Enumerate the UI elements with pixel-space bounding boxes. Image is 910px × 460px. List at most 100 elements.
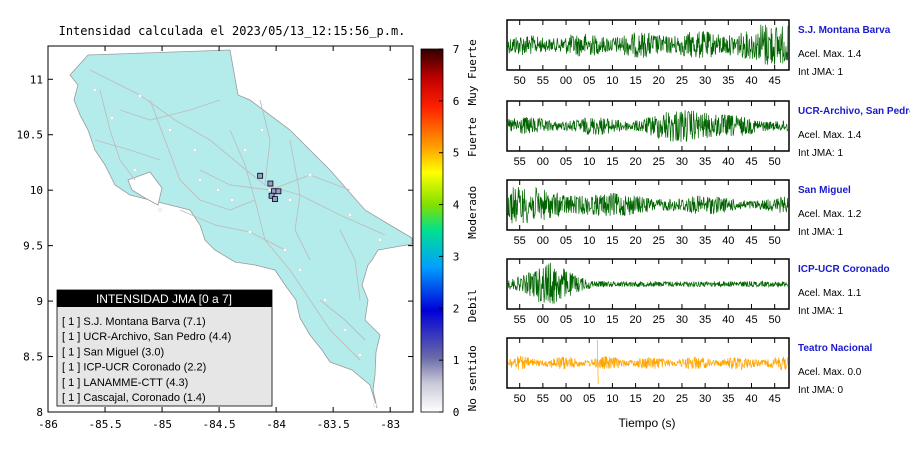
- colorbar-category-label: Muy Fuerte: [466, 39, 479, 105]
- waveform-tick-label: 55: [514, 314, 526, 326]
- waveform-tick-label: 05: [560, 314, 572, 326]
- legend-items: [ 1 ] S.J. Montana Barva (7.1) [ 1 ] UCR-…: [62, 316, 231, 404]
- waveform-tick-label: 45: [769, 393, 781, 405]
- waveform-tick-label: 00: [537, 314, 549, 326]
- waveform-tick-label: 20: [629, 156, 641, 168]
- colorbar-category-label: Fuerte: [466, 117, 479, 157]
- map-y-tick-label: 8: [36, 406, 43, 419]
- max-acceleration: Acel. Max. 1.4: [798, 130, 862, 141]
- road-network: [89, 69, 386, 361]
- colorbar: [420, 48, 444, 413]
- colorbar-labels: No sentido Debil Moderado Fuerte Muy Fuerte: [466, 39, 479, 411]
- waveform-tick-label: 15: [606, 314, 618, 326]
- map-y-tick-label: 9.5: [23, 240, 43, 253]
- waveform-tick-label: 00: [537, 156, 549, 168]
- legend-item: [ 1 ] ICP-UCR Coronado (2.2): [62, 362, 206, 374]
- waveform-tick-label: 10: [583, 156, 595, 168]
- legend-item: [ 1 ] S.J. Montana Barva (7.1): [62, 316, 206, 328]
- waveform-tick-label: 45: [745, 235, 757, 247]
- waveform-tick-label: 20: [653, 75, 665, 87]
- map-y-tick-label: 11: [30, 73, 43, 86]
- waveform-tick-label: 20: [629, 235, 641, 247]
- station-marker: [267, 180, 274, 187]
- waveform-tick-label: 10: [606, 75, 618, 87]
- waveform-tick-label: 05: [560, 156, 572, 168]
- waveform-tick-label: 20: [653, 393, 665, 405]
- waveform-tick-label: 05: [583, 75, 595, 87]
- waveform-tick-label: 45: [745, 156, 757, 168]
- costa-rica-land: [69, 49, 413, 409]
- waveform-tick-label: 40: [722, 314, 734, 326]
- colorbar-tick-label: 3: [453, 250, 460, 263]
- station-name: San Miguel: [798, 185, 851, 196]
- waveform-tick-label: 00: [537, 235, 549, 247]
- waveform-tick-label: 30: [676, 156, 688, 168]
- waveform-tick-label: 05: [583, 393, 595, 405]
- station-name: UCR-Archivo, San Pedro: [798, 106, 910, 117]
- waveform-tick-label: 10: [583, 314, 595, 326]
- colorbar-tick-label: 2: [453, 302, 460, 315]
- waveform-trace: [507, 24, 789, 65]
- waveform-tick-label: 25: [653, 314, 665, 326]
- map-x-tick-label: -84.5: [203, 418, 236, 431]
- waveform-panel: 55 00 05 10 15 20 25 30 35 40 45 50 San Miguel Acel. …: [506, 179, 862, 247]
- jma-intensity: Int JMA: 1: [798, 67, 843, 78]
- station-markers: [257, 172, 282, 202]
- map-y-tick-label: 10: [30, 184, 43, 197]
- waveform-trace: [507, 262, 789, 304]
- map-y-tick-label: 9: [36, 295, 43, 308]
- colorbar-tick-label: 0: [453, 406, 460, 419]
- jma-intensity: Int JMA: 1: [798, 227, 843, 238]
- waveform-trace: [507, 186, 789, 224]
- colorbar-tick-label: 5: [453, 147, 460, 160]
- jma-intensity: Int JMA: 0: [798, 385, 843, 396]
- waveform-tick-label: 15: [629, 393, 641, 405]
- waveform-tick-label: 15: [606, 235, 618, 247]
- colorbar-tick-label: 4: [453, 199, 460, 212]
- map-x-tick-label: -83.5: [317, 418, 350, 431]
- waveform-tick-label: 05: [560, 235, 572, 247]
- station-name: Teatro Nacional: [798, 343, 872, 354]
- map-plot: INTENSIDAD JMA [0 a 7] [ 1 ] S.J. Montan…: [47, 45, 414, 413]
- max-acceleration: Acel. Max. 0.0: [798, 367, 862, 378]
- waveform-tick-label: 45: [745, 314, 757, 326]
- station-name: S.J. Montana Barva: [798, 25, 891, 36]
- max-acceleration: Acel. Max. 1.1: [798, 288, 862, 299]
- legend-item: [ 1 ] UCR-Archivo, San Pedro (4.4): [62, 331, 231, 343]
- waveform-tick-label: 50: [769, 235, 781, 247]
- colorbar-category-label: Moderado: [466, 186, 479, 239]
- waveform-tick-label: 40: [745, 75, 757, 87]
- waveform-tick-label: 30: [699, 393, 711, 405]
- waveform-tick-label: 45: [769, 75, 781, 87]
- waveform-tick-label: 50: [514, 393, 526, 405]
- colorbar-category-label: Debil: [466, 289, 479, 322]
- map-x-tick-label: -86: [38, 418, 58, 431]
- station-marker: [275, 188, 282, 195]
- max-acceleration: Acel. Max. 1.2: [798, 209, 862, 220]
- waveform-tick-label: 25: [653, 156, 665, 168]
- map-x-tick-label: -85: [152, 418, 172, 431]
- waveform-tick-label: 25: [653, 235, 665, 247]
- waveform-tick-label: 10: [606, 393, 618, 405]
- colorbar-tick-label: 1: [453, 354, 460, 367]
- colorbar-tick-label: 6: [453, 95, 460, 108]
- waveform-tick-label: 00: [560, 75, 572, 87]
- waveform-tick-label: 25: [676, 393, 688, 405]
- colorbar-ticks: 0 1 2 3 4 5 6 7: [439, 43, 460, 419]
- waveform-tick-label: 40: [722, 235, 734, 247]
- map-title: Intensidad calculada el 2023/05/13_12:15…: [59, 24, 406, 38]
- waveform-tick-label: 50: [514, 75, 526, 87]
- nicoya-gulf: [127, 171, 163, 206]
- waveform-trace: [507, 110, 788, 143]
- waveform-tick-label: 10: [583, 235, 595, 247]
- intensity-legend: INTENSIDAD JMA [0 a 7] [ 1 ] S.J. Montan…: [56, 289, 273, 407]
- waveform-tick-label: 50: [769, 156, 781, 168]
- waveform-frame: [506, 179, 790, 231]
- waveform-tick-label: 35: [699, 235, 711, 247]
- legend-frame: [56, 289, 273, 407]
- waveform-panel: 50 55 00 05 10 15 20 25 30 35 40 45 S.J. Montana Bar…: [506, 19, 891, 87]
- waveform-tick-label: 55: [514, 156, 526, 168]
- waveform-panel: 55 00 05 10 15 20 25 30 35 40 45 50 UCR-Archivo, San…: [506, 100, 910, 168]
- station-name: ICP-UCR Coronado: [798, 264, 890, 275]
